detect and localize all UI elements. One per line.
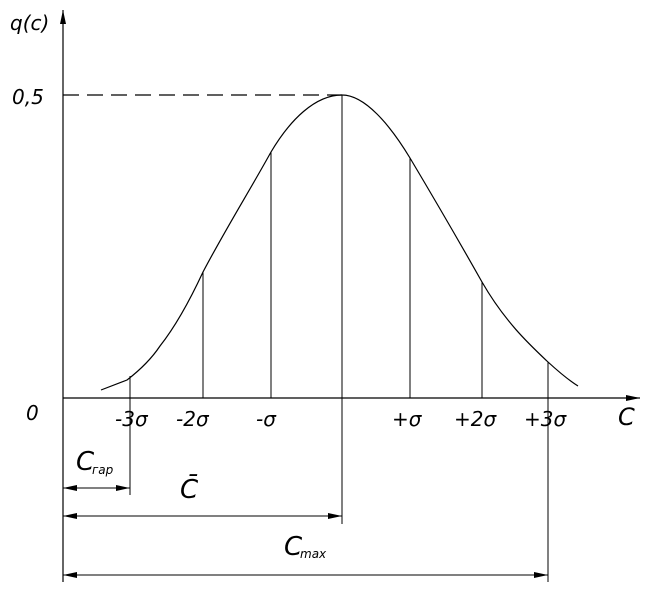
svg-text:max: max — [300, 547, 327, 561]
x-axis-label: C — [618, 403, 635, 431]
y-axis-label: q(c) — [10, 11, 49, 35]
svg-text:C: C — [284, 532, 303, 562]
sigma-label: +3σ — [524, 407, 567, 431]
svg-text:гар: гар — [92, 463, 114, 477]
origin-label: 0 — [26, 401, 39, 425]
sigma-label: -2σ — [176, 407, 210, 431]
sigma-ordinates — [129, 95, 549, 582]
sigma-label: -3σ — [115, 407, 149, 431]
peak-label: 0,5 — [12, 85, 44, 109]
sigma-label: +σ — [392, 407, 423, 431]
svg-text:C: C — [76, 447, 95, 477]
distribution-curve — [100, 94, 579, 391]
sigma-label: -σ — [256, 407, 277, 431]
sigma-label: +2σ — [454, 407, 497, 431]
c-max-label: C max — [284, 532, 327, 562]
c-mean-label: C̄ — [180, 473, 199, 505]
c-gar-label: C гар — [76, 447, 114, 477]
